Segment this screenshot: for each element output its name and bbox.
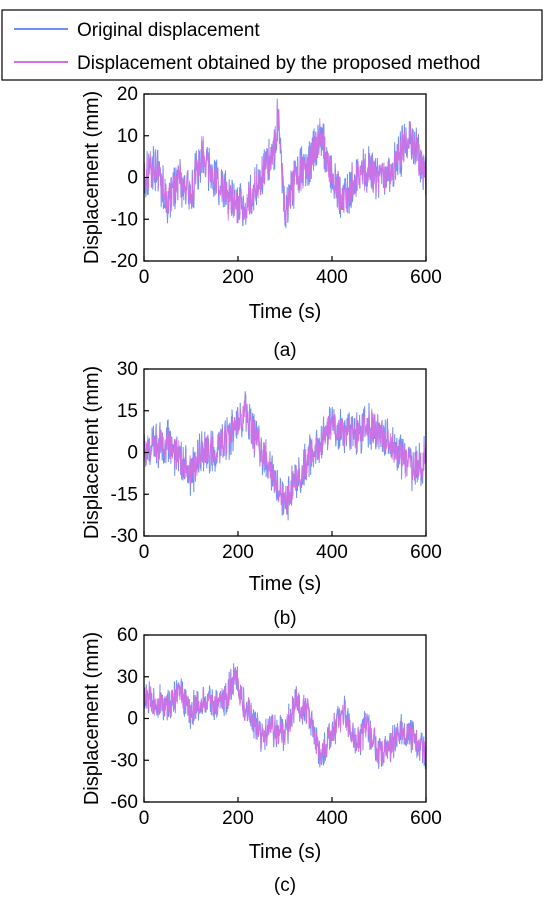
panel-label-a: (a) [273,340,296,361]
y-ticks-b: -30 -15 0 15 30 [111,359,149,547]
y-axis-label-a: Displacement (mm) [81,91,103,264]
series-line-a-original [143,98,427,229]
x-tick-label-c: 0 [139,808,150,829]
y-tick-label-b: 30 [117,359,138,380]
x-ticks-a: 0 200 400 600 [139,256,442,288]
x-ticks-b: 0 200 400 600 [139,531,442,563]
y-tick-label-a: 20 [117,84,138,105]
y-tick-label-c: 30 [117,667,138,688]
x-tick-label-c: 600 [410,808,442,829]
y-axis-label-c: Displacement (mm) [81,632,103,805]
plot-area-c [143,663,427,770]
panel-a: -20 -10 0 10 20 0 200 400 600 Displacement (mm)… [81,84,442,361]
series-line-c-proposed [143,664,427,767]
y-tick-label-a: -20 [111,251,138,272]
y-tick-label-b: 0 [127,443,138,464]
x-tick-label-a: 0 [139,267,150,288]
panel-b: -30 -15 0 15 30 0 200 400 600 Displacement (mm)… [81,359,442,629]
x-tick-label-b: 200 [222,542,254,563]
x-tick-label-a: 400 [316,267,348,288]
plot-frame-c [143,634,427,803]
x-tick-label-b: 400 [316,542,348,563]
y-tick-label-c: 60 [117,625,138,646]
series-line-a-proposed [143,105,427,224]
panel-label-b: (b) [273,608,296,629]
y-tick-label-b: -15 [111,484,138,505]
x-axis-label-a: Time (s) [249,301,322,323]
x-ticks-c: 0 200 400 600 [139,797,442,829]
y-tick-label-a: -10 [111,209,138,230]
y-tick-label-c: -30 [111,750,138,771]
legend-label-proposed: Displacement obtained by the proposed me… [77,53,480,74]
x-axis-label-b: Time (s) [249,573,322,595]
y-ticks-a: -20 -10 0 10 20 [111,84,149,272]
y-tick-label-b: -30 [111,526,138,547]
panel-label-c: (c) [274,875,296,896]
x-tick-label-b: 0 [139,542,150,563]
x-tick-label-c: 400 [316,808,348,829]
x-tick-label-b: 600 [410,542,442,563]
y-ticks-c: -60 -30 0 30 60 [111,625,149,813]
panel-c: -60 -30 0 30 60 0 200 400 600 Displacement (mm)… [81,625,442,896]
plot-area-a [143,98,427,229]
plot-area-b [143,391,427,521]
y-tick-label-c: 0 [127,709,138,730]
y-tick-label-b: 15 [117,401,138,422]
y-tick-label-c: -60 [111,792,138,813]
x-tick-label-c: 200 [222,808,254,829]
x-tick-label-a: 600 [410,267,442,288]
x-axis-label-c: Time (s) [249,841,322,863]
x-tick-label-a: 200 [222,267,254,288]
series-line-b-proposed [143,395,427,515]
y-tick-label-a: 10 [117,126,138,147]
y-tick-label-a: 0 [127,168,138,189]
legend: Original displacement Displacement obtai… [1,9,543,81]
y-axis-label-b: Displacement (mm) [81,366,103,539]
legend-box [1,9,543,81]
legend-label-original: Original displacement [77,20,260,41]
